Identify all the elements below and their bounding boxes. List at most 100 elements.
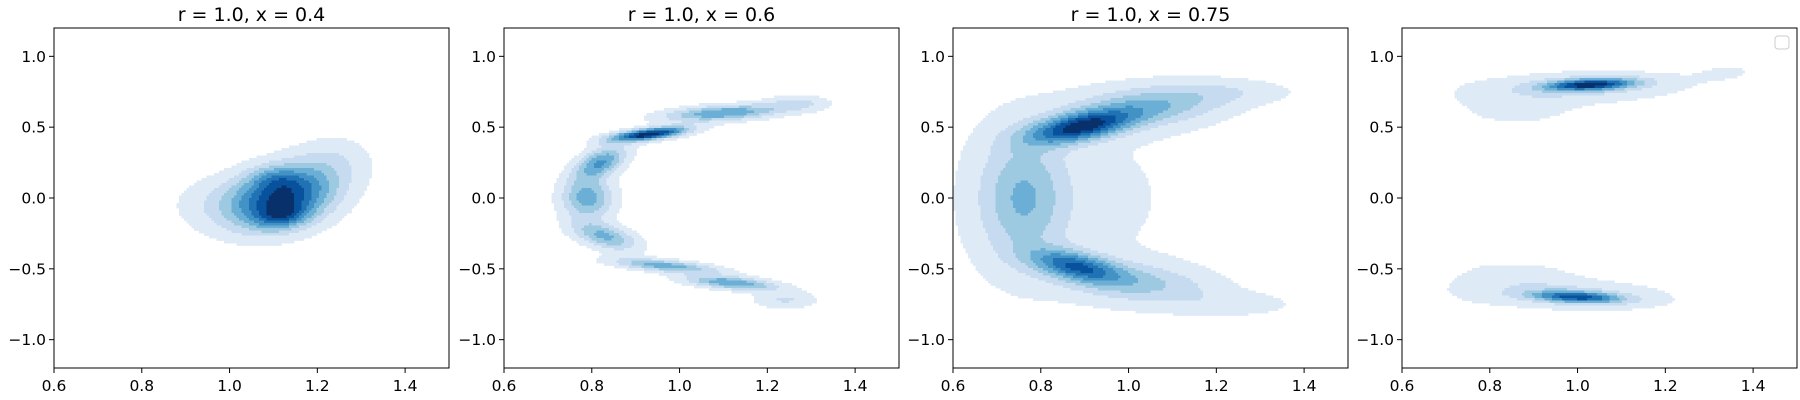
density-cell: [276, 240, 280, 244]
density-cell: [304, 178, 307, 181]
density-cell: [671, 108, 675, 111]
density-cell: [241, 220, 245, 224]
density-cell: [584, 168, 587, 171]
density-cell: [231, 190, 235, 194]
density-cell: [246, 200, 250, 204]
density-cell: [614, 245, 617, 249]
density-cell: [241, 213, 245, 216]
density-cell: [736, 105, 740, 109]
density-cell: [296, 183, 300, 186]
density-cell: [759, 280, 762, 284]
density-cell: [209, 235, 212, 239]
density-cell: [239, 223, 242, 226]
density-cell: [579, 205, 582, 209]
density-cell: [564, 165, 567, 169]
density-cell: [271, 220, 275, 224]
density-cell: [704, 270, 707, 274]
density-cell: [706, 110, 710, 114]
density-cell: [554, 195, 557, 199]
density-cell: [356, 198, 360, 201]
density-cell: [611, 145, 615, 149]
density-cell: [259, 198, 262, 201]
density-cell: [629, 243, 632, 246]
density-cell: [219, 175, 222, 179]
density-cell: [711, 118, 715, 121]
density-cell: [636, 143, 640, 146]
density-cell: [779, 113, 782, 116]
density-cell: [666, 138, 670, 141]
density-cell: [716, 275, 720, 279]
density-cell: [744, 100, 747, 104]
density-cell: [794, 300, 797, 304]
density-cell: [324, 188, 327, 191]
density-cell: [341, 148, 345, 151]
density-cell: [264, 185, 267, 189]
density-cell: [264, 200, 267, 204]
density-cell: [659, 270, 662, 274]
density-cell: [744, 115, 747, 119]
density-cell: [704, 123, 707, 126]
density-cell: [596, 180, 600, 184]
density-cell: [261, 223, 265, 226]
density-cell: [589, 183, 592, 186]
density-cell: [774, 100, 777, 104]
density-cell: [709, 288, 712, 291]
density-cell: [711, 273, 715, 276]
density-cell: [354, 200, 357, 204]
density-cell: [634, 133, 637, 136]
density-cell: [594, 203, 597, 206]
density-cell: [749, 115, 752, 119]
density-cell: [254, 190, 257, 194]
density-cell: [286, 178, 290, 181]
density-cell: [586, 220, 590, 224]
density-cell: [259, 238, 262, 241]
density-cell: [324, 215, 327, 219]
density-cell: [614, 175, 617, 179]
density-cell: [626, 133, 630, 136]
density-cell: [301, 190, 305, 194]
density-cell: [359, 180, 362, 184]
density-cell: [689, 120, 692, 124]
density-cell: [624, 135, 627, 139]
density-cell: [264, 155, 267, 159]
density-cell: [586, 190, 590, 194]
density-cell: [221, 235, 225, 239]
density-cell: [236, 165, 240, 169]
density-cell: [264, 168, 267, 171]
density-cell: [589, 165, 592, 169]
density-cell: [579, 203, 582, 206]
density-cell: [764, 110, 767, 114]
density-cell: [576, 228, 580, 231]
density-cell: [629, 130, 632, 134]
density-cell: [199, 210, 202, 214]
density-cell: [581, 195, 585, 199]
density-cell: [201, 180, 205, 184]
density-cell: [339, 210, 342, 214]
density-cell: [626, 255, 630, 259]
density-cell: [596, 248, 600, 251]
density-cell: [624, 140, 627, 144]
density-cell: [731, 283, 735, 286]
density-cell: [594, 215, 597, 219]
y-tick-label: 0.0: [21, 190, 46, 208]
density-cell: [261, 188, 265, 191]
density-cell: [609, 155, 612, 159]
density-cell: [221, 170, 225, 174]
density-cell: [274, 195, 277, 199]
density-cell: [219, 185, 222, 189]
density-cell: [814, 105, 817, 109]
density-cell: [316, 163, 320, 166]
density-cell: [664, 128, 667, 131]
density-cell: [601, 173, 605, 176]
density-cell: [599, 180, 602, 184]
density-cell: [709, 270, 712, 274]
density-cell: [679, 278, 682, 281]
density-cell: [306, 190, 310, 194]
density-cell: [646, 140, 650, 144]
density-cell: [361, 168, 365, 171]
density-cell: [214, 175, 217, 179]
density-cell: [614, 230, 617, 234]
density-cell: [329, 208, 332, 211]
density-cell: [586, 233, 590, 236]
density-cell: [286, 235, 290, 239]
